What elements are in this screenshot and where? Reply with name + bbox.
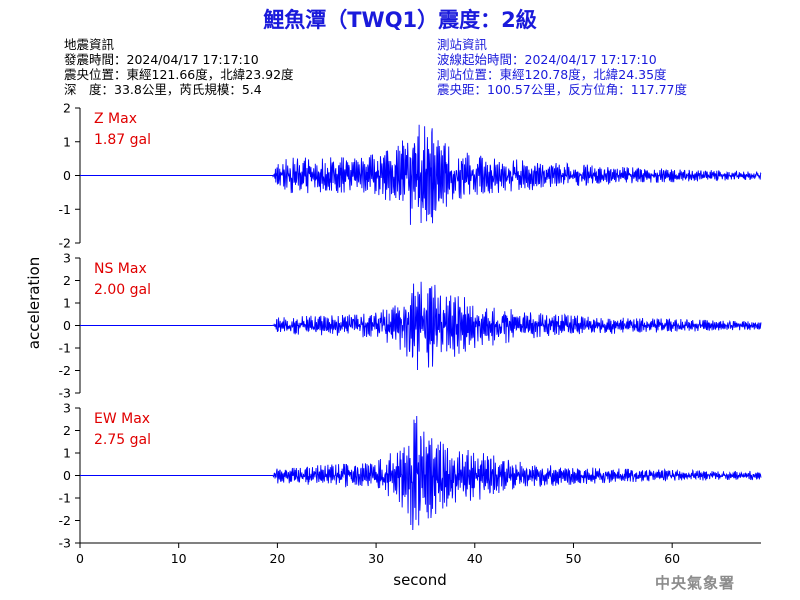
x-tick-label: 50 <box>566 551 582 566</box>
distance-azimuth: 震央距：100.57公里，反方位角：117.77度 <box>437 82 687 97</box>
page-title: 鯉魚潭（TWQ1）震度：2級 <box>263 8 537 32</box>
y-tick-label: -1 <box>59 491 71 506</box>
y-tick-label: 0 <box>63 318 71 333</box>
y-tick-label: 1 <box>63 446 71 461</box>
seismic-trace-ew <box>80 415 762 530</box>
depth-magnitude: 深 度：33.8公里，芮氏規模：5.4 <box>64 82 262 97</box>
station-info-block: 測站資訊 波線起始時間：2024/04/17 17:17:10 測站位置：東經1… <box>437 37 687 97</box>
y-tick-label: -1 <box>59 202 71 217</box>
x-axis-label: second <box>393 571 447 589</box>
max-value: 2.00 gal <box>94 282 151 298</box>
x-tick-label: 0 <box>76 551 84 566</box>
y-tick-label: 2 <box>63 101 71 116</box>
x-tick-label: 30 <box>368 551 384 566</box>
y-tick-label: 0 <box>63 468 71 483</box>
seismic-trace-ns <box>80 281 762 371</box>
station-location: 測站位置：東經120.78度，北緯24.35度 <box>437 67 667 82</box>
organization-watermark: 中央氣象署 <box>655 574 736 592</box>
origin-time: 發震時間：2024/04/17 17:17:10 <box>64 52 259 67</box>
max-label: EW Max <box>94 411 150 427</box>
y-tick-label: -3 <box>59 536 71 551</box>
max-value: 1.87 gal <box>94 132 151 148</box>
max-value: 2.75 gal <box>94 432 151 448</box>
y-tick-label: 3 <box>63 401 71 416</box>
x-tick-label: 10 <box>171 551 187 566</box>
x-tick-label: 20 <box>269 551 285 566</box>
y-tick-label: 1 <box>63 134 71 149</box>
x-tick-label: 40 <box>467 551 483 566</box>
seismic-trace-z <box>80 124 762 225</box>
y-tick-label: -3 <box>59 386 71 401</box>
panel-ew: -3 -2 -1 0 1 2 3 EW Max 2.75 gal <box>59 401 762 551</box>
y-tick-label: 3 <box>63 251 71 266</box>
max-label: NS Max <box>94 261 147 277</box>
max-label: Z Max <box>94 111 137 127</box>
y-tick-label: 0 <box>63 168 71 183</box>
panel-z: -2 -1 0 1 2 Z Max 1.87 gal <box>59 101 762 251</box>
panel-ns: -3 -2 -1 0 1 2 3 NS Max 2.00 gal <box>59 251 762 401</box>
station-info-heading: 測站資訊 <box>437 37 488 52</box>
epicenter-location: 震央位置：東經121.66度，北緯23.92度 <box>64 67 294 82</box>
x-axis: 0 10 20 30 40 50 60 <box>76 542 761 566</box>
y-tick-label: -2 <box>59 363 71 378</box>
y-tick-label: 2 <box>63 273 71 288</box>
y-tick-label: -2 <box>59 236 71 251</box>
quake-info-heading: 地震資訊 <box>64 37 115 52</box>
x-tick-label: 60 <box>664 551 680 566</box>
y-tick-label: 1 <box>63 296 71 311</box>
y-tick-label: -2 <box>59 513 71 528</box>
wave-start-time: 波線起始時間：2024/04/17 17:17:10 <box>437 52 657 67</box>
quake-info-block: 地震資訊 發震時間：2024/04/17 17:17:10 震央位置：東經121… <box>64 37 294 97</box>
y-axis-label: acceleration <box>25 256 43 350</box>
y-tick-label: -1 <box>59 341 71 356</box>
y-tick-label: 2 <box>63 423 71 438</box>
